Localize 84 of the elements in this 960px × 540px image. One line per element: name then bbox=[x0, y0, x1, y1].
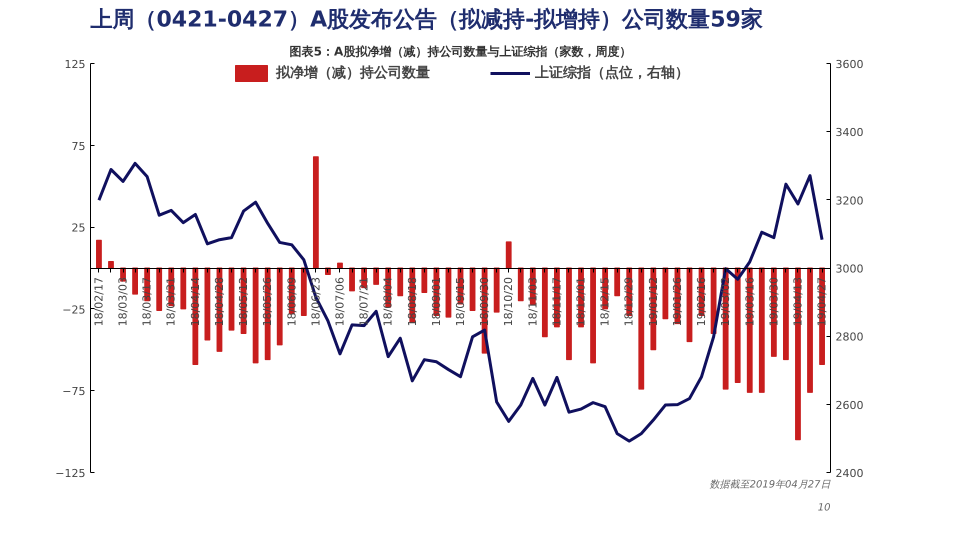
x-tick-label: 18/12/01 bbox=[574, 276, 588, 326]
x-tick-label: 18/07/21 bbox=[358, 276, 371, 326]
y2-tick-label: 2800 bbox=[836, 330, 864, 344]
y-tick-label: −25 bbox=[62, 303, 86, 316]
x-tick-label: 18/11/03 bbox=[526, 276, 540, 326]
legend-label: 上证综指（点位，右轴） bbox=[535, 64, 689, 82]
bar bbox=[204, 268, 210, 340]
x-tick-label: 19/03/16 bbox=[743, 276, 756, 326]
bar bbox=[506, 241, 512, 268]
x-tick-label: 18/12/15 bbox=[598, 276, 612, 326]
y-tick-label: 75 bbox=[72, 140, 86, 153]
bar bbox=[156, 268, 162, 312]
x-tick-label: 19/01/12 bbox=[646, 276, 660, 326]
x-tick-label: 18/05/12 bbox=[237, 276, 250, 326]
bar bbox=[373, 268, 380, 285]
x-tick-label: 18/06/23 bbox=[309, 276, 322, 326]
bar bbox=[421, 268, 428, 294]
bar bbox=[807, 268, 813, 393]
bar bbox=[710, 268, 717, 334]
x-tick-label: 19/03/02 bbox=[719, 276, 732, 326]
bar bbox=[518, 268, 524, 302]
text: 数据截至2019年04月27日 bbox=[710, 478, 832, 490]
bar bbox=[795, 268, 801, 440]
text: 10 bbox=[818, 502, 831, 514]
bar bbox=[470, 268, 476, 312]
y-tick-label: 125 bbox=[64, 58, 86, 71]
bar bbox=[566, 268, 572, 360]
y2-tick-label: 3400 bbox=[836, 126, 864, 140]
x-tick-label: 19/04/27 bbox=[816, 276, 829, 326]
bar bbox=[542, 268, 548, 338]
legend-label: 拟净增（减）持公司数量 bbox=[276, 64, 430, 82]
x-tick-label: 18/08/04 bbox=[382, 276, 395, 326]
x-tick-label: 18/02/17 bbox=[92, 276, 106, 326]
bar bbox=[252, 268, 259, 364]
bar bbox=[686, 268, 692, 342]
bar bbox=[782, 268, 789, 360]
x-tick-label: 18/09/15 bbox=[454, 276, 467, 326]
y2-tick-label: 3200 bbox=[836, 194, 864, 208]
x-tick-label: 18/03/17 bbox=[140, 276, 154, 326]
x-tick-label: 18/10/20 bbox=[502, 276, 516, 326]
x-tick-label: 18/12/29 bbox=[622, 276, 636, 326]
y2-tick-label: 2400 bbox=[836, 467, 864, 480]
y-tick-label: 25 bbox=[72, 222, 86, 235]
x-tick-label: 18/09/30 bbox=[478, 276, 492, 326]
bar bbox=[590, 268, 596, 364]
y-tick-label: −75 bbox=[62, 385, 86, 398]
y2-tick-label: 3600 bbox=[836, 58, 864, 71]
bar bbox=[662, 268, 668, 320]
x-tick-label: 18/04/14 bbox=[188, 276, 202, 326]
x-tick-label: 18/03/03 bbox=[116, 276, 130, 326]
bar bbox=[734, 268, 741, 384]
bar bbox=[638, 268, 644, 390]
bar bbox=[397, 268, 404, 296]
x-tick-label: 19/01/26 bbox=[670, 276, 684, 326]
bar bbox=[228, 268, 234, 331]
bar bbox=[494, 268, 500, 313]
chart-subtitle: 图表5：A股拟净增（减）持公司数量与上证综指（家数，周度） bbox=[290, 44, 632, 58]
bar bbox=[180, 268, 186, 310]
x-tick-label: 18/06/09 bbox=[285, 276, 298, 326]
y2-tick-label: 2600 bbox=[836, 398, 864, 412]
bar bbox=[614, 268, 620, 296]
y2-tick-label: 3000 bbox=[836, 262, 864, 276]
bar bbox=[349, 268, 355, 292]
x-tick-label: 18/09/01 bbox=[430, 276, 443, 326]
x-tick-label: 18/11/17 bbox=[550, 276, 564, 326]
bar bbox=[108, 260, 114, 268]
bar bbox=[312, 156, 319, 268]
bar bbox=[276, 268, 283, 346]
x-tick-label: 18/05/26 bbox=[261, 276, 274, 326]
x-tick-label: 19/02/16 bbox=[695, 276, 708, 326]
bar bbox=[337, 262, 343, 268]
x-tick-label: 18/04/28 bbox=[212, 276, 226, 326]
chart-title: 上周（0421-0427）A股发布公告（拟减持-拟增持）公司数量59家 bbox=[90, 6, 763, 32]
bar bbox=[758, 268, 765, 393]
bar bbox=[96, 240, 102, 268]
y-tick-label: −125 bbox=[55, 467, 86, 480]
x-tick-label: 18/08/18 bbox=[406, 276, 419, 326]
bar bbox=[132, 268, 138, 295]
bar bbox=[300, 268, 307, 316]
x-tick-label: 19/04/13 bbox=[791, 276, 804, 326]
x-tick-label: 18/03/31 bbox=[164, 276, 178, 326]
x-tick-label: 18/07/06 bbox=[333, 276, 346, 326]
x-tick-label: 19/03/30 bbox=[767, 276, 780, 326]
bar bbox=[446, 268, 452, 318]
